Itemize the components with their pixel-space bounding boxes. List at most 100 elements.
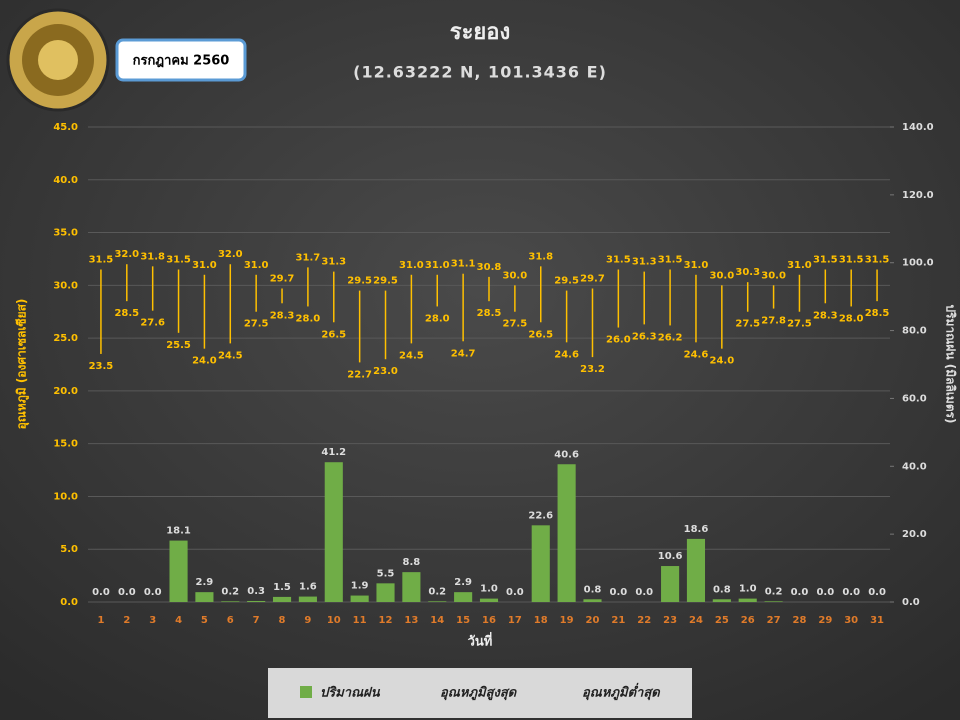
high-label: 31.0 — [192, 260, 217, 271]
bar — [428, 601, 447, 602]
bar — [661, 566, 680, 602]
bar — [272, 596, 292, 602]
high-label: 31.0 — [684, 260, 709, 271]
high-label: 31.5 — [865, 255, 890, 266]
bar-label: 0.0 — [635, 587, 653, 598]
high-label: 31.5 — [658, 255, 683, 266]
x-tick-label: 29 — [818, 615, 832, 626]
bar-label: 0.0 — [92, 587, 110, 598]
x-tick-label: 26 — [741, 615, 755, 626]
x-tick-label: 12 — [379, 615, 393, 626]
y-tick-label: 0.0 — [60, 597, 78, 608]
high-label: 30.8 — [477, 262, 502, 273]
badge-box — [115, 38, 247, 82]
high-label: 31.8 — [140, 251, 165, 262]
high-label: 31.0 — [399, 260, 424, 271]
bar — [350, 595, 369, 602]
y-tick-label: 30.0 — [53, 280, 78, 291]
x-tick-label: 21 — [611, 615, 625, 626]
x-tick-label: 27 — [767, 615, 781, 626]
high-label: 31.7 — [296, 252, 321, 263]
x-tick-label: 11 — [353, 615, 367, 626]
x-axis-label: วันที่ — [468, 632, 493, 650]
y-tick-label: 45.0 — [53, 122, 78, 133]
low-label: 24.6 — [554, 349, 579, 360]
low-label: 26.0 — [606, 335, 631, 346]
bar-label: 1.9 — [351, 581, 369, 592]
x-tick-label: 13 — [404, 615, 418, 626]
bar — [454, 592, 473, 602]
low-label: 28.3 — [813, 310, 838, 321]
high-label: 31.1 — [451, 259, 476, 270]
y2-tick-label: 20.0 — [902, 529, 927, 540]
y2-axis-label: ปริมาณฝน (มิลลิเมตร) — [944, 304, 958, 423]
low-label: 24.7 — [451, 348, 476, 359]
bar — [195, 592, 214, 602]
x-tick-label: 31 — [870, 615, 884, 626]
low-label: 24.0 — [709, 356, 734, 367]
x-tick-label: 10 — [327, 615, 341, 626]
high-label: 31.0 — [244, 260, 269, 271]
bar — [169, 540, 188, 602]
bar-label: 10.6 — [658, 551, 683, 562]
low-label: 26.5 — [321, 329, 346, 340]
low-label: 27.5 — [787, 319, 812, 330]
high-label: 29.5 — [373, 276, 398, 287]
low-label: 26.2 — [658, 332, 683, 343]
low-label: 23.5 — [89, 361, 114, 372]
bar — [583, 599, 602, 602]
low-label: 23.2 — [580, 364, 605, 375]
bar-label: 40.6 — [554, 449, 579, 460]
bar — [764, 601, 783, 602]
x-tick-label: 14 — [430, 615, 444, 626]
y2-tick-label: 40.0 — [902, 461, 927, 472]
y2-tick-label: 80.0 — [902, 326, 927, 337]
high-label: 31.5 — [839, 255, 864, 266]
x-tick-label: 28 — [792, 615, 806, 626]
high-label: 31.5 — [89, 255, 114, 266]
bar-label: 0.0 — [791, 587, 809, 598]
x-tick-label: 20 — [586, 615, 600, 626]
x-tick-label: 6 — [227, 615, 234, 626]
x-tick-label: 17 — [508, 615, 522, 626]
low-label: 27.6 — [140, 318, 165, 329]
badge: กรกฎาคม 2560 — [133, 54, 230, 69]
low-label: 23.0 — [373, 366, 398, 377]
bar-label: 0.0 — [816, 587, 834, 598]
y2-tick-label: 140.0 — [902, 122, 934, 133]
bar — [247, 600, 266, 602]
bar-label: 1.6 — [299, 582, 317, 593]
bar-label: 1.0 — [739, 584, 757, 595]
low-label: 28.0 — [425, 313, 450, 324]
bar — [479, 598, 499, 602]
bar-label: 0.0 — [842, 587, 860, 598]
legend-label: อุณหภูมิต่ำสุด — [582, 683, 661, 701]
bar — [324, 462, 343, 602]
bar-label: 0.8 — [713, 584, 731, 595]
bar-label: 18.6 — [684, 524, 709, 535]
high-label: 30.0 — [709, 270, 734, 281]
chart-title: ระยอง — [450, 20, 510, 45]
low-label: 27.5 — [735, 319, 760, 330]
bar-label: 1.0 — [480, 584, 498, 595]
high-label: 29.7 — [270, 274, 295, 285]
x-tick-label: 1 — [97, 615, 104, 626]
x-tick-label: 9 — [304, 615, 311, 626]
low-label: 28.5 — [114, 308, 139, 319]
high-label: 31.0 — [787, 260, 812, 271]
bar — [376, 583, 395, 602]
x-tick-label: 22 — [637, 615, 651, 626]
low-label: 24.0 — [192, 356, 217, 367]
bar-label: 0.0 — [506, 587, 524, 598]
bar-label: 22.6 — [528, 510, 553, 521]
x-tick-label: 24 — [689, 615, 703, 626]
high-label: 31.0 — [425, 260, 450, 271]
bar — [557, 464, 576, 602]
bar — [712, 599, 731, 602]
high-label: 31.5 — [166, 255, 191, 266]
y2-tick-label: 60.0 — [902, 393, 927, 404]
high-label: 30.3 — [735, 267, 760, 278]
high-label: 32.0 — [114, 249, 139, 260]
bar-label: 2.9 — [454, 577, 472, 588]
